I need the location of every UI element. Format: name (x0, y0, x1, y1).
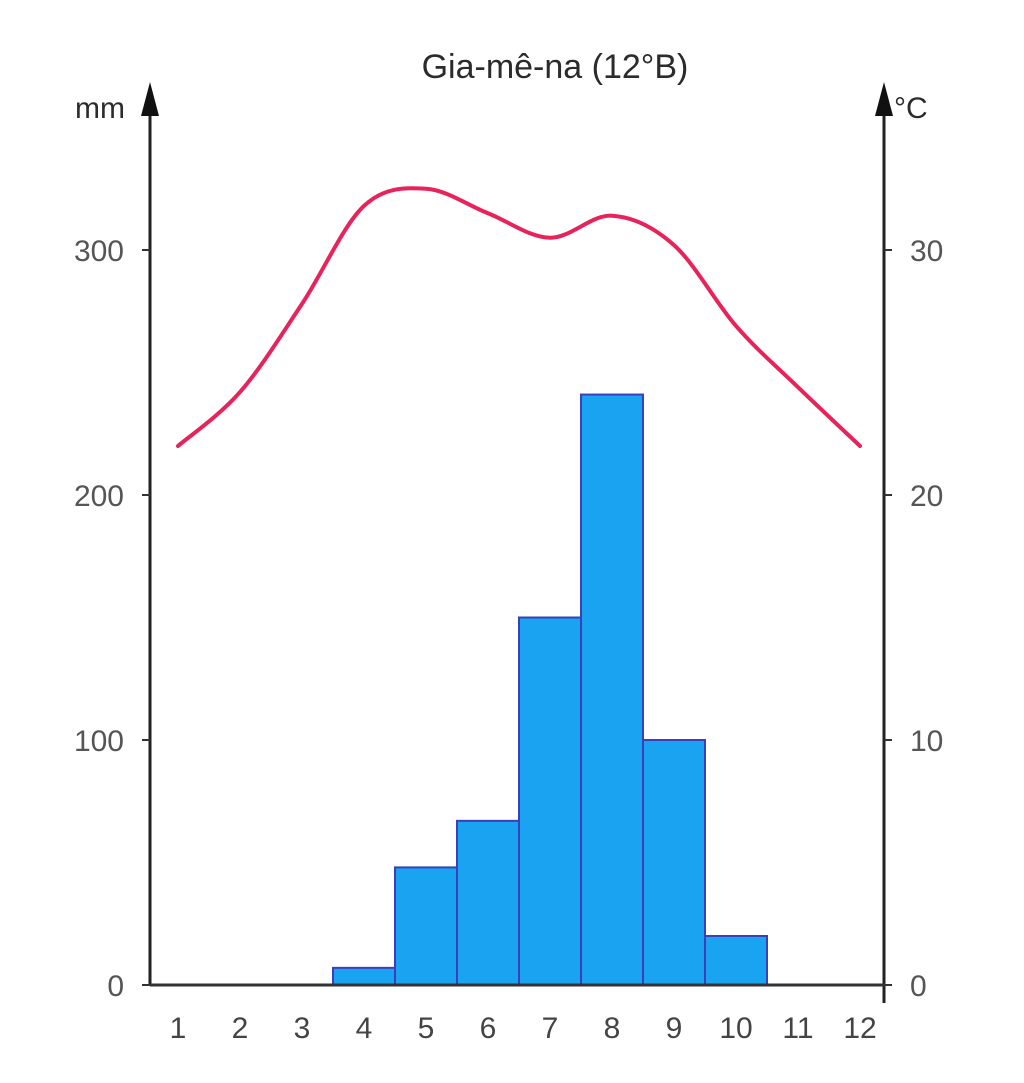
x-tick-label-3: 3 (294, 1012, 311, 1045)
x-tick-label-6: 6 (480, 1012, 497, 1045)
precipitation-bar-month-4 (332, 966, 396, 986)
x-tick-label-5: 5 (418, 1012, 435, 1045)
precipitation-bar-month-5 (394, 866, 458, 987)
left-axis-ticks: 0 100 200 300 (74, 235, 150, 1003)
left-tick-label-0: 0 (107, 970, 124, 1003)
right-tick-label-20: 20 (910, 480, 943, 513)
x-tick-label-4: 4 (356, 1012, 373, 1045)
x-tick-label-2: 2 (232, 1012, 249, 1045)
chart-title: Gia-mê-na (12°B) (422, 48, 689, 86)
precipitation-bar-month-9 (642, 739, 706, 986)
left-tick-label-200: 200 (74, 480, 124, 513)
left-axis-arrow (141, 82, 159, 116)
precipitation-bar-month-8 (580, 393, 644, 986)
axes (141, 82, 893, 1003)
x-tick-label-1: 1 (170, 1012, 187, 1045)
temperature-line (176, 186, 862, 448)
right-axis-unit: °C (894, 92, 928, 125)
x-axis-ticks: 1 2 3 4 5 6 7 8 9 10 11 12 (170, 1012, 877, 1045)
left-axis-unit: mm (75, 92, 125, 125)
precipitation-bar-month-7 (518, 616, 582, 986)
x-tick-label-12: 12 (843, 1012, 876, 1045)
precipitation-bars (332, 393, 768, 987)
x-tick-label-10: 10 (719, 1012, 752, 1045)
precipitation-bar-month-10 (704, 935, 768, 986)
x-tick-label-9: 9 (666, 1012, 683, 1045)
right-tick-label-0: 0 (910, 970, 927, 1003)
x-tick-label-7: 7 (542, 1012, 559, 1045)
right-tick-label-10: 10 (910, 725, 943, 758)
x-tick-label-11: 11 (782, 1012, 813, 1045)
right-tick-label-30: 30 (910, 235, 943, 268)
left-tick-label-100: 100 (74, 725, 124, 758)
temperature-line-group (176, 186, 862, 448)
x-tick-label-8: 8 (604, 1012, 621, 1045)
right-axis-ticks: 0 10 20 30 (884, 235, 943, 1003)
left-tick-label-300: 300 (74, 235, 124, 268)
right-axis-arrow (875, 82, 893, 116)
precipitation-bar-month-6 (456, 819, 520, 986)
